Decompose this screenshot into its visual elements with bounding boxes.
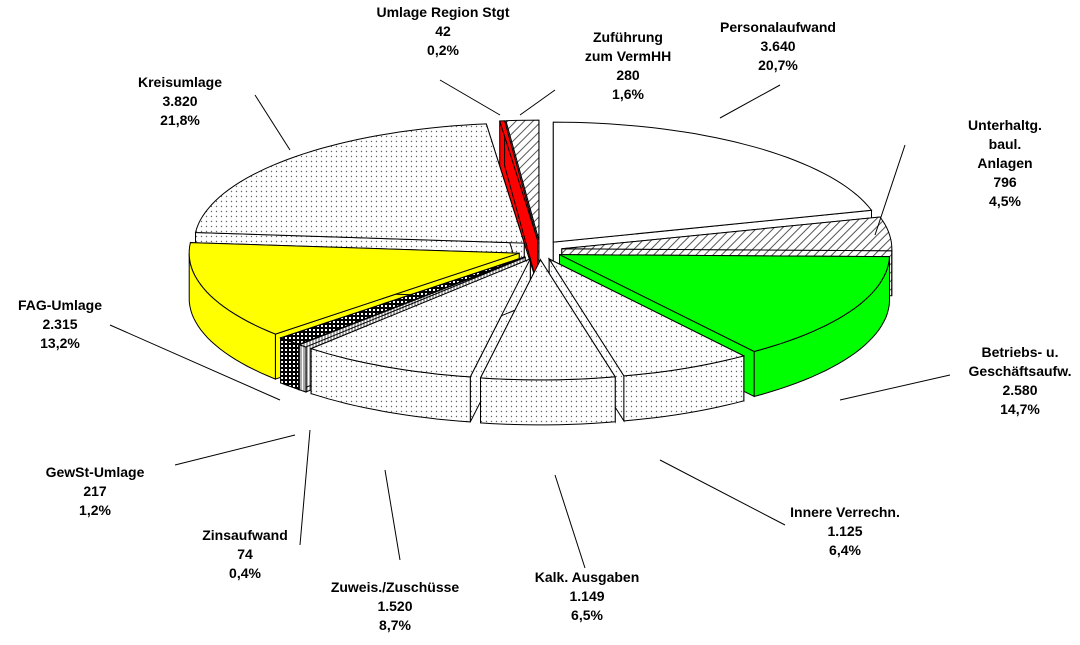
value-label: 280 (616, 67, 640, 83)
percent-label: 1,6% (612, 86, 644, 102)
slice-label: GewSt-Umlage 217 1,2% (46, 463, 145, 520)
slice (561, 216, 893, 252)
leader-line (254, 94, 291, 151)
slice-label: Umlage Region Stgt 42 0,2% (376, 3, 509, 60)
category: Unterhaltg. baul. Anlagen (968, 117, 1042, 171)
slice-label: FAG-Umlage 2.315 13,2% (18, 296, 102, 353)
value-label: 796 (993, 174, 1017, 190)
leader-line (439, 79, 501, 116)
slice (547, 257, 746, 377)
slice-label: Kalk. Ausgaben 1.149 6,5% (535, 568, 640, 625)
percent-label: 8,7% (379, 617, 411, 633)
percent-label: 0,4% (229, 565, 261, 581)
slice (552, 121, 873, 243)
percent-label: 13,2% (40, 335, 80, 351)
value-label: 74 (237, 546, 253, 562)
percent-label: 6,4% (829, 542, 861, 558)
slice (499, 120, 539, 241)
percent-label: 20,7% (758, 57, 798, 73)
slice (279, 256, 525, 346)
slice-label: Kreisumlage 3.820 21,8% (138, 73, 222, 130)
value-label: 2.580 (1002, 382, 1038, 398)
category: Betriebs- u. Geschäftsaufw. (968, 344, 1072, 379)
value-label: 217 (83, 483, 107, 499)
slice-label: Innere Verrechn. 1.125 6,4% (790, 503, 900, 560)
value-label: 3.640 (760, 38, 796, 54)
leader-line (384, 469, 401, 561)
slice-wall (480, 376, 616, 426)
category: Umlage Region Stgt (376, 4, 510, 20)
leader-line (554, 474, 586, 569)
value-label: 42 (435, 23, 451, 39)
slice-label: Unterhaltg. baul. Anlagen 796 4,5% (968, 116, 1043, 211)
slice-label: Zinsaufwand 74 0,4% (202, 526, 288, 583)
category: Kalk. Ausgaben (534, 569, 640, 585)
leader-line (299, 429, 311, 546)
slice (479, 258, 617, 381)
slice (297, 256, 526, 348)
category: Zinsaufwand (202, 527, 288, 543)
percent-label: 6,5% (571, 607, 603, 623)
category: Personalaufwand (720, 19, 836, 35)
leader-line (874, 144, 906, 236)
category: Zuführung zum VermHH (584, 29, 672, 64)
slice-wall (298, 344, 307, 393)
leader-line (839, 374, 951, 401)
slice (194, 123, 525, 244)
leader-line (174, 434, 296, 466)
percent-label: 0,2% (427, 42, 459, 58)
slice (559, 254, 891, 353)
slice-wall (280, 337, 300, 391)
slice-label: Zuweis./Zuschüsse 1.520 8,7% (331, 578, 459, 635)
percent-label: 21,8% (160, 112, 200, 128)
category: Zuweis./Zuschüsse (330, 579, 460, 595)
percent-label: 4,5% (989, 193, 1021, 209)
category: Innere Verrechn. (790, 504, 900, 520)
category: Kreisumlage (137, 74, 223, 90)
value-label: 2.315 (42, 316, 78, 332)
slice (309, 257, 532, 378)
slice-label: Personalaufwand 3.640 20,7% (720, 18, 836, 75)
percent-label: 14,7% (1000, 401, 1040, 417)
category: GewSt-Umlage (45, 464, 145, 480)
slice (188, 242, 520, 335)
category: FAG-Umlage (17, 297, 103, 313)
leader-line (519, 89, 556, 116)
value-label: 1.520 (377, 598, 413, 614)
leader-line (719, 84, 781, 119)
slice-label: Zuführung zum VermHH 280 1,6% (585, 28, 671, 104)
leader-line (659, 459, 786, 526)
leader-line (109, 324, 281, 401)
percent-label: 1,2% (79, 502, 111, 518)
value-label: 1.149 (569, 588, 605, 604)
slice (505, 119, 540, 241)
value-label: 1.125 (827, 523, 863, 539)
slice-label: Betriebs- u. Geschäftsaufw. 2.580 14,7% (969, 343, 1072, 419)
value-label: 3.820 (162, 93, 198, 109)
